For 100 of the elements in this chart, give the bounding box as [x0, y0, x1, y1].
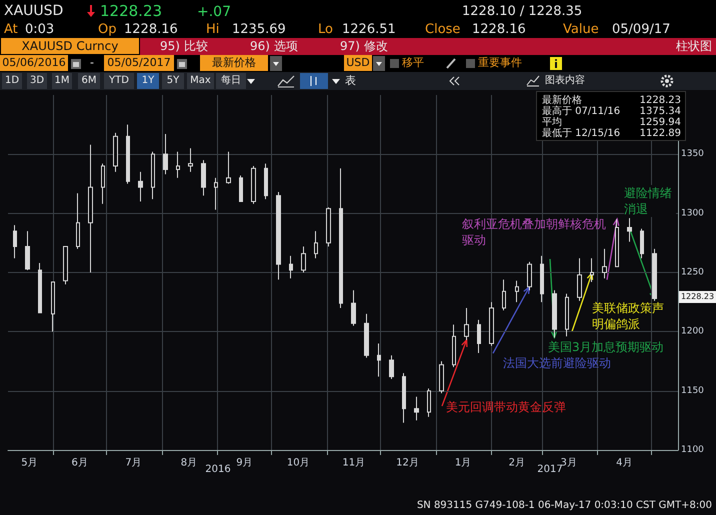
text: 05/09/17 [612, 21, 670, 39]
text: Close [425, 21, 460, 39]
text: 95) 比较 [160, 38, 208, 54]
text: 5Y [162, 73, 184, 89]
text: 2016 [205, 463, 231, 477]
text: 1228.10 / 1228.35 [462, 3, 582, 21]
candlestick [464, 308, 469, 340]
text: 3D [27, 73, 47, 89]
x-tick-label: 12月 [396, 458, 419, 468]
candlestick [602, 248, 607, 279]
candlestick [239, 174, 243, 202]
x-tick-label: 5月 [21, 458, 38, 468]
candlestick [276, 192, 281, 280]
candlestick [76, 192, 80, 250]
text: Max [187, 73, 214, 89]
text: 1228.16 [124, 21, 178, 39]
x-tick-label: 4月 [616, 458, 632, 468]
candlestick [188, 148, 193, 172]
text: XAUUSD Curncy [1, 38, 139, 54]
text: 1235.69 [232, 21, 286, 39]
y-tick-label: 1250 [681, 268, 704, 278]
text: Value [563, 21, 599, 39]
text: 1M [52, 73, 72, 89]
text: Hi [206, 21, 220, 39]
annotation: 美联储政策声明偏鸽派 [592, 300, 665, 332]
candlestick [138, 171, 143, 202]
candlestick [565, 293, 569, 337]
candlestick [439, 360, 444, 394]
candlestick [389, 354, 394, 380]
annotation: 1375.34 [640, 105, 681, 118]
text: Op [98, 21, 116, 39]
candlestick [477, 319, 481, 354]
annotation: 平均 [542, 116, 562, 128]
candlestick [414, 396, 419, 421]
candlestick [38, 262, 42, 314]
text: 重要事件 [478, 55, 522, 71]
candlestick [176, 151, 180, 178]
text: 05/05/2017 [104, 55, 174, 71]
candlestick [402, 372, 406, 424]
text: At [4, 21, 18, 39]
annotation: 1259.94 [640, 116, 681, 128]
candlestick [364, 313, 369, 358]
text: 1228.23 [679, 291, 716, 303]
text: - [90, 55, 94, 71]
text: 图表内容 [545, 74, 585, 88]
candlestick [264, 163, 268, 200]
candlestick [314, 230, 318, 259]
text: 移平 [402, 55, 424, 71]
annotation: 法国大选前避险驱动 [503, 355, 611, 371]
chart-title: XAUUSD [4, 2, 64, 20]
y-tick-label: 1300 [681, 208, 704, 218]
candlestick [427, 388, 431, 418]
annotation: 最新价格 [542, 94, 582, 106]
candlestick [577, 258, 582, 302]
candlestick [151, 151, 155, 200]
candlestick [627, 218, 632, 242]
candlestick [351, 290, 356, 326]
candlestick [326, 206, 331, 247]
candlestick [126, 124, 130, 184]
candlestick [640, 228, 644, 259]
x-tick-label: 3月 [560, 458, 577, 468]
y-tick-label: 1150 [681, 386, 704, 396]
text: USD [344, 55, 372, 71]
text: 96) 选项 [250, 38, 298, 54]
text: 2017 [537, 464, 563, 477]
candlestick [515, 280, 519, 303]
candlestick [51, 281, 55, 332]
candlestick [25, 230, 30, 271]
candlestick [452, 324, 456, 368]
x-tick-label: 6月 [71, 458, 88, 468]
text: 柱状图 [676, 38, 712, 54]
candlestick [339, 168, 343, 308]
candlestick [489, 302, 494, 346]
y-tick-label: 1350 [681, 149, 704, 160]
text: 每日 [216, 73, 246, 89]
x-tick-label: 7月 [125, 458, 142, 468]
annotation: 最低于 12/15/16 [542, 127, 620, 141]
text: 1D [2, 73, 22, 89]
candlestick [301, 246, 306, 273]
text: 1228.16 [472, 21, 526, 39]
candlestick [502, 279, 506, 311]
text: 表 [345, 73, 356, 89]
x-tick-label: 10月 [286, 458, 310, 468]
candlestick [63, 246, 68, 285]
candlestick [163, 134, 168, 175]
candlestick [552, 290, 557, 338]
text: YTD [104, 73, 134, 89]
candlestick [527, 261, 532, 291]
annotation: 美国3月加息预期驱动 [548, 339, 664, 355]
text: 05/06/2016 [0, 55, 68, 71]
candlestick [201, 160, 206, 196]
x-tick-label: 11月 [342, 458, 366, 468]
text: 6M [78, 73, 100, 89]
x-tick-label: 1月 [454, 458, 472, 468]
annotation: 最高于 07/11/16 [542, 104, 620, 117]
x-tick-label: 9月 [236, 458, 253, 468]
candlestick [113, 132, 118, 172]
candlestick [214, 177, 218, 210]
candlestick [13, 224, 17, 259]
text: 最新价格 [200, 55, 268, 71]
